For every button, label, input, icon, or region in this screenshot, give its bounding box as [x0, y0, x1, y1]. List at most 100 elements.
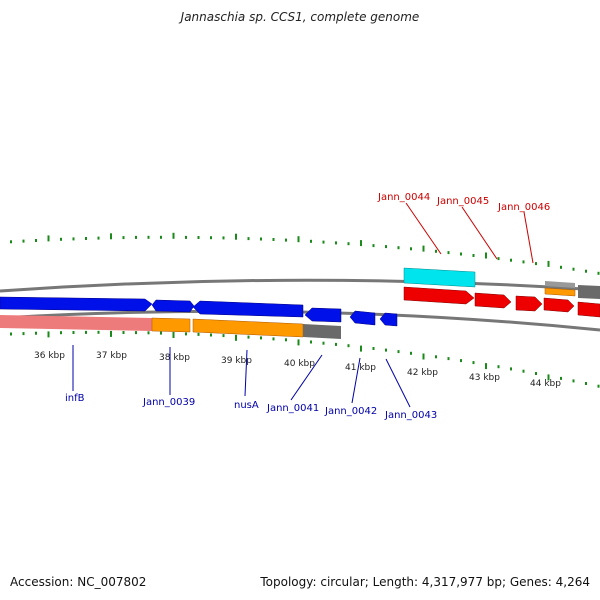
band-orange-1 [151, 317, 191, 333]
feature-jann-0045[interactable] [474, 292, 512, 309]
scale-label: 42 kbp [407, 368, 438, 378]
tick-mark [147, 235, 150, 239]
feature-jann-0044[interactable] [403, 286, 475, 305]
feature-track-forward [0, 296, 398, 327]
feature-red-right[interactable] [543, 297, 575, 313]
tick-mark [485, 252, 487, 259]
tick-mark [197, 236, 200, 239]
tick-row-outer [10, 232, 600, 275]
feature-gray-right [578, 285, 600, 299]
tick-mark [497, 365, 500, 369]
tick-mark [297, 236, 300, 243]
tick-mark [322, 240, 325, 244]
tick-mark [247, 237, 250, 241]
tick-mark [260, 237, 262, 241]
tick-mark [397, 350, 400, 354]
feature-jann-0042[interactable] [349, 310, 376, 326]
feature-orange-right [544, 287, 576, 297]
tick-mark [597, 384, 600, 388]
gene-label-jann-0044[interactable]: Jann_0044 [377, 192, 430, 203]
band-gray [303, 324, 341, 339]
tick-mark [185, 332, 187, 336]
tick-mark [572, 379, 575, 383]
tick-mark [135, 235, 137, 239]
tick-mark [210, 236, 212, 240]
tick-mark [360, 240, 362, 247]
gene-label-jann-0046[interactable]: Jann_0046 [497, 202, 550, 213]
tick-mark [460, 359, 462, 363]
gene-label-infb[interactable]: infB [65, 393, 85, 404]
tick-row-inner [10, 330, 600, 388]
tick-mark [372, 347, 375, 350]
scale-label: 38 kbp [159, 353, 190, 363]
gene-label-jann-0045[interactable]: Jann_0045 [436, 196, 489, 207]
tick-mark [322, 341, 325, 345]
feature-infB[interactable] [0, 296, 153, 312]
feature-red-edge[interactable] [577, 301, 600, 318]
tick-mark [122, 331, 125, 334]
gene-label-jann-0042[interactable]: Jann_0042 [324, 406, 377, 417]
tick-mark [585, 382, 587, 385]
tick-mark [35, 239, 37, 242]
tick-mark [47, 235, 50, 242]
gene-label-nusa[interactable]: nusA [234, 400, 259, 411]
tick-mark [110, 233, 112, 240]
tick-mark [347, 344, 350, 348]
tick-mark [410, 351, 412, 355]
tick-mark [10, 240, 12, 244]
tick-mark [572, 267, 575, 271]
feature-cyan[interactable] [403, 267, 476, 288]
tick-mark [360, 345, 362, 352]
scale-label: 41 kbp [345, 363, 376, 373]
tick-mark [372, 244, 375, 248]
tick-mark [97, 330, 100, 334]
tick-mark [385, 245, 387, 249]
tick-mark [497, 257, 500, 261]
feature-track-annotations [0, 315, 341, 339]
tick-mark [422, 353, 425, 360]
tick-mark [447, 357, 450, 361]
tick-mark [472, 361, 475, 365]
tick-mark [172, 332, 175, 338]
feature-nusa[interactable] [192, 300, 304, 318]
tick-mark [397, 246, 400, 250]
feature-jann-0043[interactable] [379, 312, 398, 327]
tick-mark [560, 376, 562, 380]
tick-mark [60, 331, 62, 335]
tick-mark [285, 238, 287, 242]
gene-label-jann-0043[interactable]: Jann_0043 [384, 410, 437, 421]
tick-mark [60, 237, 62, 241]
tick-mark [222, 334, 225, 338]
tick-mark [135, 331, 137, 335]
tick-mark [447, 251, 450, 255]
gene-label-jann-0041[interactable]: Jann_0041 [266, 403, 319, 414]
map-title: Jannaschia sp. CCS1, complete genome [180, 10, 420, 24]
tick-mark [160, 331, 162, 335]
tick-mark [85, 330, 87, 334]
tick-mark [385, 348, 387, 352]
tick-mark [47, 331, 50, 338]
tick-mark [72, 331, 75, 334]
tick-mark [535, 262, 537, 266]
tick-mark [285, 338, 287, 342]
tick-mark [585, 269, 587, 273]
gene-label-jann-0039[interactable]: Jann_0039 [142, 397, 195, 408]
leader-lines-bottom [72, 345, 411, 408]
feature-jann-0039[interactable] [151, 299, 195, 313]
tick-mark [197, 332, 200, 336]
tick-mark [422, 245, 425, 252]
leader-lines-top [405, 202, 534, 264]
scale-label: 39 kbp [221, 356, 252, 366]
scale-label: 37 kbp [96, 351, 127, 361]
tick-mark [122, 236, 125, 240]
tick-mark [22, 239, 25, 243]
feature-gray-right-small [545, 281, 575, 288]
band-pink [0, 315, 152, 331]
feature-jann-0046[interactable] [515, 295, 543, 312]
tick-mark [535, 372, 537, 375]
tick-mark [160, 235, 162, 239]
feature-jann-0041[interactable] [304, 307, 342, 323]
tick-mark [510, 258, 512, 262]
tick-mark [597, 271, 600, 275]
tick-mark [347, 242, 350, 246]
